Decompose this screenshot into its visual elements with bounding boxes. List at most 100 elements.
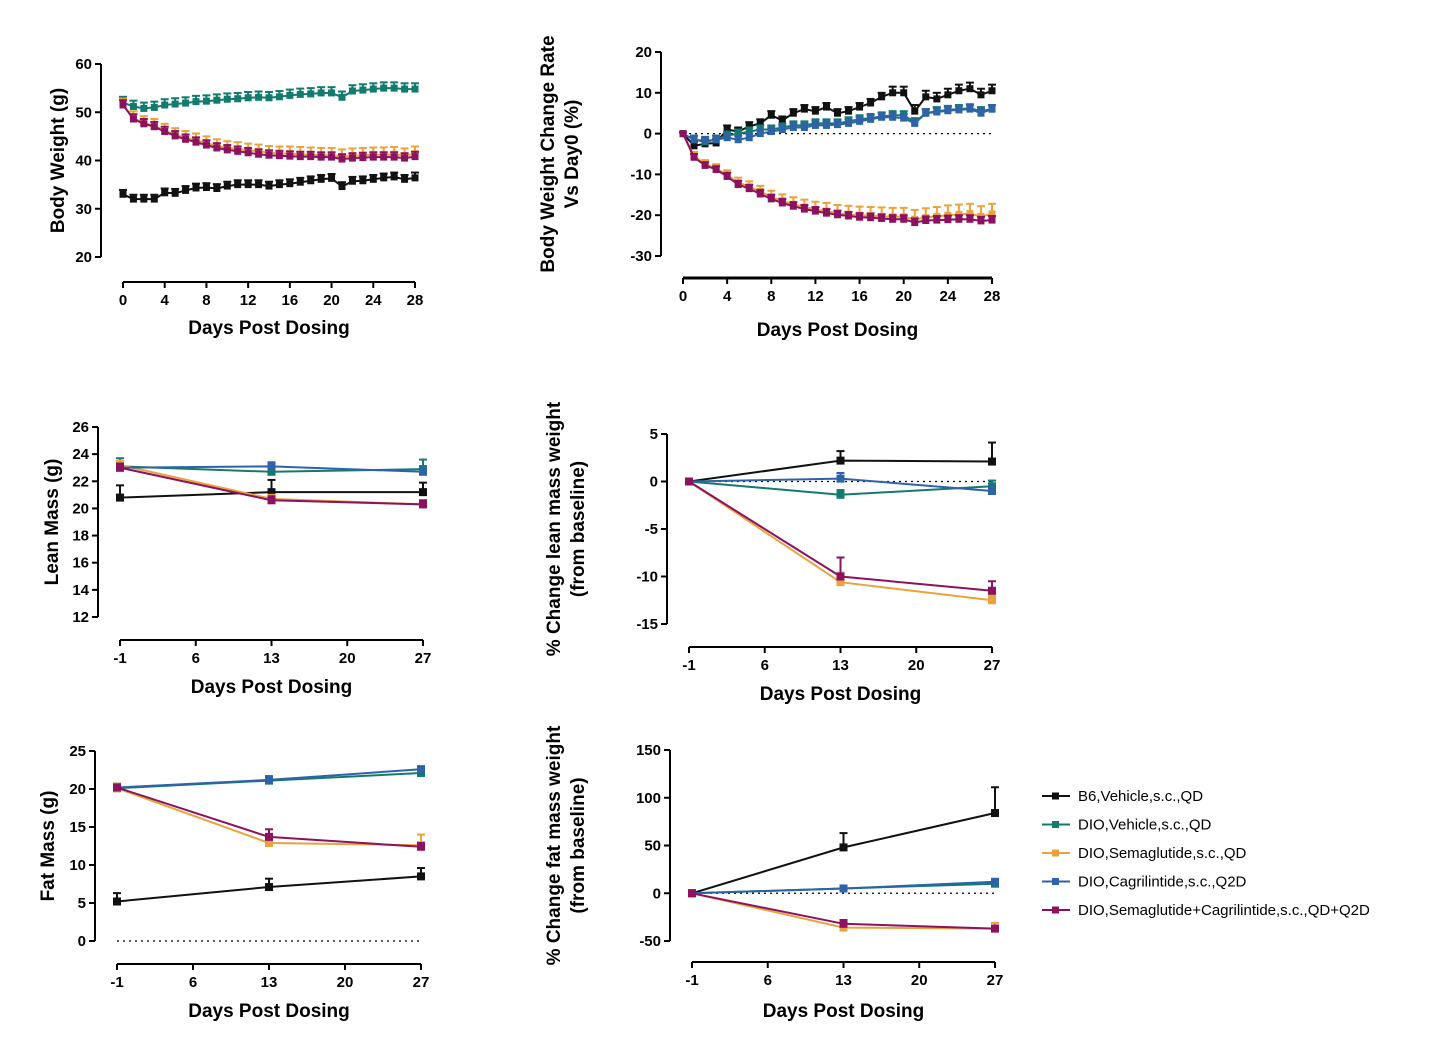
data-point — [811, 107, 819, 115]
data-point — [836, 578, 845, 587]
data-point — [845, 107, 853, 115]
fat-mass-change-panel: -50 0 50 100 150 -1 6 13 20 27 Days Post Dosing % C… — [544, 725, 1003, 1022]
x-tick-label: 6 — [761, 657, 769, 674]
data-point — [789, 202, 797, 210]
data-point — [390, 173, 398, 181]
x-tick-label: 20 — [911, 972, 928, 989]
data-point — [712, 136, 720, 144]
data-point — [202, 184, 210, 192]
legend: B6,Vehicle,s.c.,QD DIO,Vehicle,s.c.,QD DIO… — [1042, 788, 1370, 919]
x-tick-label: 27 — [415, 650, 432, 667]
data-point — [988, 586, 996, 595]
series-DIO,Vehicle,s.c.,QD — [119, 81, 419, 112]
data-point — [286, 91, 294, 99]
data-point — [889, 89, 897, 97]
data-point — [223, 95, 231, 103]
y-tick-label: -10 — [636, 569, 658, 586]
x-tick-label: 4 — [723, 288, 732, 305]
legend-swatch-marker — [1052, 906, 1059, 914]
data-point — [933, 216, 941, 224]
data-point — [267, 488, 276, 497]
data-point — [265, 94, 273, 102]
y-tick-label: 14 — [72, 582, 89, 599]
data-point — [723, 172, 731, 180]
x-tick-label: 28 — [984, 288, 1001, 305]
data-point — [140, 104, 148, 112]
data-point — [839, 919, 848, 928]
x-tick-label: 16 — [851, 288, 868, 305]
x-tick-label: 13 — [263, 650, 280, 667]
x-tick-label: -1 — [110, 974, 123, 991]
data-point — [286, 180, 294, 188]
body-weight-panel: 20 30 40 50 60 0 4 8 12 16 20 24 28 Days Post Dosing B… — [48, 56, 423, 339]
y-tick-label: -10 — [630, 166, 652, 183]
data-point — [955, 87, 963, 95]
data-point — [265, 775, 273, 784]
data-point — [234, 147, 242, 155]
data-point — [845, 119, 853, 127]
data-point — [338, 183, 346, 191]
data-point — [988, 487, 996, 495]
data-point — [756, 190, 764, 198]
data-point — [411, 174, 419, 182]
x-tick-label: 27 — [984, 657, 1001, 674]
data-point — [359, 177, 367, 185]
data-point — [171, 132, 179, 140]
y-tick-label: 0 — [78, 933, 86, 950]
series-B6,Vehicle,s.c.,QD — [113, 867, 425, 906]
data-point — [836, 490, 845, 499]
x-axis-title: Days Post Dosing — [757, 320, 919, 341]
legend-label: DIO,Semaglutide,s.c.,QD — [1078, 845, 1247, 862]
data-point — [690, 153, 698, 161]
series-B6,Vehicle,s.c.,QD — [688, 786, 999, 898]
data-point — [889, 215, 897, 223]
data-point — [789, 109, 797, 117]
data-point — [955, 215, 963, 223]
data-point — [767, 111, 775, 119]
y-tick-label: 15 — [69, 819, 86, 836]
data-point — [119, 190, 127, 198]
data-point — [922, 109, 930, 117]
data-point — [800, 205, 808, 213]
x-axis-title: Days Post Dosing — [188, 1001, 350, 1022]
data-point — [359, 86, 367, 94]
x-tick-label: 20 — [337, 974, 354, 991]
x-tick-label: 4 — [161, 292, 170, 309]
x-tick-label: 13 — [261, 974, 278, 991]
x-tick-label: 0 — [679, 288, 687, 305]
data-point — [265, 182, 273, 190]
y-axis-title: (from baseline) — [568, 461, 589, 597]
data-point — [150, 195, 158, 203]
data-point — [265, 883, 273, 892]
data-point — [944, 91, 952, 99]
x-tick-label: 13 — [832, 657, 849, 674]
data-point — [116, 493, 124, 502]
data-point — [317, 153, 325, 161]
data-point — [182, 186, 190, 194]
data-point — [834, 211, 841, 219]
data-point — [712, 166, 720, 174]
data-point — [756, 119, 764, 127]
x-tick-label: 6 — [192, 650, 200, 667]
data-point — [401, 85, 409, 93]
x-tick-label: -1 — [682, 657, 695, 674]
data-point — [734, 136, 742, 144]
data-point — [900, 114, 908, 122]
legend-swatch-marker — [1052, 792, 1059, 800]
x-tick-label: 20 — [323, 292, 340, 309]
data-point — [922, 93, 930, 101]
y-tick-label: 24 — [72, 446, 89, 463]
y-tick-label: 25 — [69, 743, 86, 760]
data-point — [988, 87, 996, 95]
data-point — [800, 105, 808, 113]
data-point — [419, 488, 427, 497]
data-point — [307, 90, 315, 98]
fat-mass-panel: 0 5 10 15 20 25 -1 6 13 20 27 Days Post Dosing Fat M… — [38, 743, 429, 1022]
y-axis-title: % Change fat mass weight — [544, 725, 565, 965]
y-tick-label: -30 — [630, 248, 652, 265]
y-axis-title: (from baseline) — [568, 777, 589, 913]
data-point — [161, 128, 169, 136]
data-point — [192, 98, 200, 106]
data-point — [878, 214, 886, 222]
y-tick-label: 20 — [69, 781, 86, 798]
